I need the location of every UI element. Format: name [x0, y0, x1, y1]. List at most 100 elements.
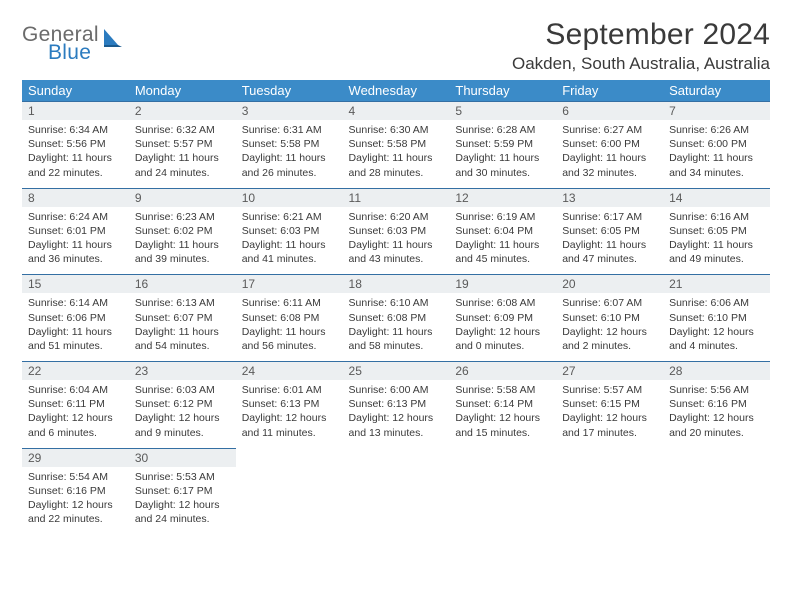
day-number: 15: [22, 274, 129, 293]
sunrise-text: Sunrise: 5:53 AM: [135, 470, 230, 484]
sunset-text: Sunset: 6:08 PM: [349, 311, 444, 325]
weekday-header: Thursday: [449, 80, 556, 101]
day-number: 13: [556, 188, 663, 207]
day-number: 9: [129, 188, 236, 207]
calendar-day-cell: 30Sunrise: 5:53 AMSunset: 6:17 PMDayligh…: [129, 448, 236, 535]
day-number: 10: [236, 188, 343, 207]
weekday-header: Wednesday: [343, 80, 450, 101]
sunrise-text: Sunrise: 6:19 AM: [455, 210, 550, 224]
day-details: Sunrise: 6:17 AMSunset: 6:05 PMDaylight:…: [556, 207, 663, 275]
daylight-text: Daylight: 11 hours and 43 minutes.: [349, 238, 444, 266]
sunrise-text: Sunrise: 6:30 AM: [349, 123, 444, 137]
sunset-text: Sunset: 6:02 PM: [135, 224, 230, 238]
day-details: Sunrise: 6:16 AMSunset: 6:05 PMDaylight:…: [663, 207, 770, 275]
sunset-text: Sunset: 6:11 PM: [28, 397, 123, 411]
daylight-text: Daylight: 12 hours and 6 minutes.: [28, 411, 123, 439]
sunset-text: Sunset: 5:57 PM: [135, 137, 230, 151]
day-number: 19: [449, 274, 556, 293]
daylight-text: Daylight: 12 hours and 4 minutes.: [669, 325, 764, 353]
daylight-text: Daylight: 11 hours and 22 minutes.: [28, 151, 123, 179]
sunrise-text: Sunrise: 5:57 AM: [562, 383, 657, 397]
day-details: Sunrise: 5:56 AMSunset: 6:16 PMDaylight:…: [663, 380, 770, 448]
day-details: Sunrise: 6:03 AMSunset: 6:12 PMDaylight:…: [129, 380, 236, 448]
daylight-text: Daylight: 12 hours and 22 minutes.: [28, 498, 123, 526]
day-details: Sunrise: 6:34 AMSunset: 5:56 PMDaylight:…: [22, 120, 129, 188]
sunrise-text: Sunrise: 6:16 AM: [669, 210, 764, 224]
sunset-text: Sunset: 5:58 PM: [349, 137, 444, 151]
daylight-text: Daylight: 11 hours and 26 minutes.: [242, 151, 337, 179]
calendar-day-cell: 9Sunrise: 6:23 AMSunset: 6:02 PMDaylight…: [129, 188, 236, 275]
calendar-week-row: 8 Sunrise: 6:24 AMSunset: 6:01 PM Daylight…: [22, 188, 770, 275]
day-number: 5: [449, 101, 556, 120]
calendar-day-cell: 27Sunrise: 5:57 AMSunset: 6:15 PMDayligh…: [556, 361, 663, 448]
day-details: Sunrise: 6:04 AMSunset: 6:11 PMDaylight:…: [22, 380, 129, 448]
sunset-text: Sunset: 6:12 PM: [135, 397, 230, 411]
day-number: 27: [556, 361, 663, 380]
weekday-header: Tuesday: [236, 80, 343, 101]
day-number: 25: [343, 361, 450, 380]
sunset-text: Sunset: 6:03 PM: [242, 224, 337, 238]
daylight-text: Daylight: 11 hours and 47 minutes.: [562, 238, 657, 266]
daylight-text: Daylight: 11 hours and 41 minutes.: [242, 238, 337, 266]
calendar-day-cell: 13Sunrise: 6:17 AMSunset: 6:05 PMDayligh…: [556, 188, 663, 275]
sunrise-text: Sunrise: 6:21 AM: [242, 210, 337, 224]
sunrise-text: Sunrise: 6:24 AM: [28, 210, 123, 224]
day-details: Sunrise: 6:11 AMSunset: 6:08 PMDaylight:…: [236, 293, 343, 361]
day-number: 8: [22, 188, 129, 207]
day-number: 16: [129, 274, 236, 293]
sunset-text: Sunset: 6:00 PM: [562, 137, 657, 151]
sunrise-text: Sunrise: 6:28 AM: [455, 123, 550, 137]
sunrise-text: Sunrise: 6:13 AM: [135, 296, 230, 310]
logo: General Blue: [22, 18, 124, 63]
sunrise-text: Sunrise: 6:31 AM: [242, 123, 337, 137]
calendar-day-cell: [556, 448, 663, 535]
daylight-text: Daylight: 12 hours and 17 minutes.: [562, 411, 657, 439]
calendar-day-cell: 22Sunrise: 6:04 AMSunset: 6:11 PMDayligh…: [22, 361, 129, 448]
day-number: 18: [343, 274, 450, 293]
sunrise-text: Sunrise: 6:17 AM: [562, 210, 657, 224]
sunrise-text: Sunrise: 5:56 AM: [669, 383, 764, 397]
day-number: 22: [22, 361, 129, 380]
day-details: Sunrise: 6:08 AMSunset: 6:09 PMDaylight:…: [449, 293, 556, 361]
sunrise-text: Sunrise: 6:11 AM: [242, 296, 337, 310]
calendar-day-cell: 23Sunrise: 6:03 AMSunset: 6:12 PMDayligh…: [129, 361, 236, 448]
daylight-text: Daylight: 11 hours and 28 minutes.: [349, 151, 444, 179]
sunset-text: Sunset: 6:06 PM: [28, 311, 123, 325]
sunrise-text: Sunrise: 6:20 AM: [349, 210, 444, 224]
sunrise-text: Sunrise: 6:23 AM: [135, 210, 230, 224]
sunrise-text: Sunrise: 6:01 AM: [242, 383, 337, 397]
calendar-day-cell: [343, 448, 450, 535]
sunset-text: Sunset: 5:58 PM: [242, 137, 337, 151]
sunset-text: Sunset: 6:09 PM: [455, 311, 550, 325]
calendar-week-row: 22Sunrise: 6:04 AMSunset: 6:11 PMDayligh…: [22, 361, 770, 448]
calendar-day-cell: 2Sunrise: 6:32 AMSunset: 5:57 PMDaylight…: [129, 101, 236, 188]
sunrise-text: Sunrise: 5:58 AM: [455, 383, 550, 397]
sunset-text: Sunset: 6:00 PM: [669, 137, 764, 151]
sunrise-text: Sunrise: 6:27 AM: [562, 123, 657, 137]
sunset-text: Sunset: 6:10 PM: [669, 311, 764, 325]
sunset-text: Sunset: 6:01 PM: [28, 224, 123, 238]
day-details: Sunrise: 5:54 AMSunset: 6:16 PMDaylight:…: [22, 467, 129, 535]
sunset-text: Sunset: 6:05 PM: [669, 224, 764, 238]
day-details: Sunrise: 6:19 AMSunset: 6:04 PMDaylight:…: [449, 207, 556, 275]
day-number: 14: [663, 188, 770, 207]
daylight-text: Daylight: 12 hours and 24 minutes.: [135, 498, 230, 526]
day-details: Sunrise: 6:23 AMSunset: 6:02 PMDaylight:…: [129, 207, 236, 275]
page-header: General Blue September 2024 Oakden, Sout…: [22, 18, 770, 74]
daylight-text: Daylight: 12 hours and 15 minutes.: [455, 411, 550, 439]
sunset-text: Sunset: 6:15 PM: [562, 397, 657, 411]
calendar-day-cell: 10Sunrise: 6:21 AMSunset: 6:03 PMDayligh…: [236, 188, 343, 275]
daylight-text: Daylight: 11 hours and 54 minutes.: [135, 325, 230, 353]
sunset-text: Sunset: 6:08 PM: [242, 311, 337, 325]
day-number: 17: [236, 274, 343, 293]
day-number: 24: [236, 361, 343, 380]
day-number: 3: [236, 101, 343, 120]
day-details: Sunrise: 5:57 AMSunset: 6:15 PMDaylight:…: [556, 380, 663, 448]
sunrise-text: Sunrise: 6:32 AM: [135, 123, 230, 137]
day-details: Sunrise: 6:21 AMSunset: 6:03 PMDaylight:…: [236, 207, 343, 275]
sunset-text: Sunset: 6:13 PM: [242, 397, 337, 411]
day-details: Sunrise: 6:07 AMSunset: 6:10 PMDaylight:…: [556, 293, 663, 361]
daylight-text: Daylight: 11 hours and 39 minutes.: [135, 238, 230, 266]
calendar-day-cell: 7Sunrise: 6:26 AMSunset: 6:00 PMDaylight…: [663, 101, 770, 188]
sunset-text: Sunset: 6:05 PM: [562, 224, 657, 238]
